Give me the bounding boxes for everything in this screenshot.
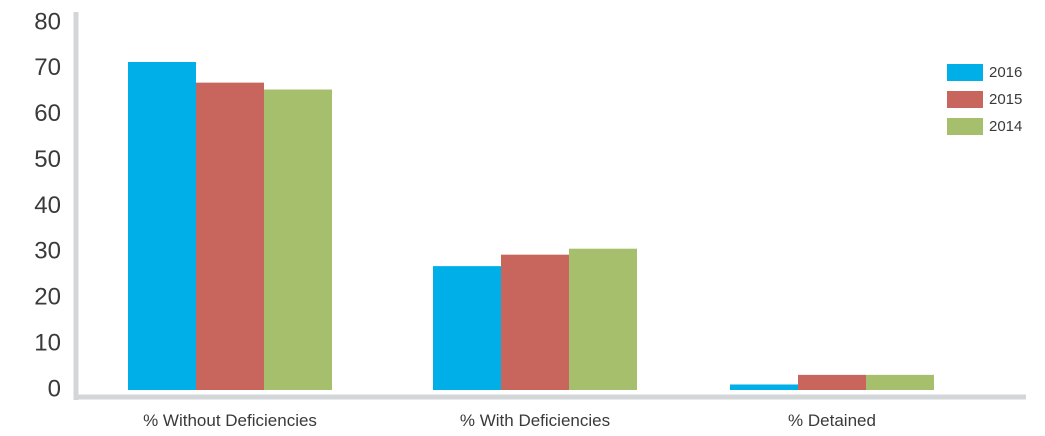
bar-2016-0 xyxy=(128,61,196,391)
legend-swatch-2014 xyxy=(947,118,983,135)
y-tick-label: 50 xyxy=(34,146,61,173)
x-axis-categories: % Without Deficiencies % With Deficiencie… xyxy=(143,411,876,430)
bar-2016-1 xyxy=(433,266,501,390)
y-tick-label: 20 xyxy=(34,284,61,311)
bar-2014-0 xyxy=(264,89,332,391)
x-category-label: % Without Deficiencies xyxy=(143,411,317,430)
legend-swatch-2016 xyxy=(947,64,983,81)
y-tick-label: 30 xyxy=(34,238,61,265)
legend-swatch-2015 xyxy=(947,91,983,108)
bar-2016-2 xyxy=(730,384,798,390)
bar-2015-1 xyxy=(501,254,569,390)
y-tick-label: 10 xyxy=(34,329,61,356)
bar-2015-0 xyxy=(196,82,264,390)
y-tick-label: 60 xyxy=(34,100,61,127)
legend-label-2016: 2016 xyxy=(989,64,1022,81)
y-tick-label: 40 xyxy=(34,192,61,219)
bar-2014-1 xyxy=(569,248,637,390)
bar-2015-2 xyxy=(798,374,866,390)
bars xyxy=(128,61,934,391)
x-category-label: % Detained xyxy=(788,411,876,430)
y-tick-label: 70 xyxy=(34,54,61,81)
bar-2014-2 xyxy=(866,374,934,390)
x-category-label: % With Deficiencies xyxy=(460,411,610,430)
y-axis-ticks: 0 10 20 30 40 50 60 70 80 xyxy=(34,8,61,402)
legend: 2016 2015 2014 xyxy=(947,64,1022,135)
legend-label-2014: 2014 xyxy=(989,118,1022,135)
y-tick-label: 80 xyxy=(34,8,61,35)
legend-label-2015: 2015 xyxy=(989,91,1022,108)
y-tick-label: 0 xyxy=(48,375,61,402)
